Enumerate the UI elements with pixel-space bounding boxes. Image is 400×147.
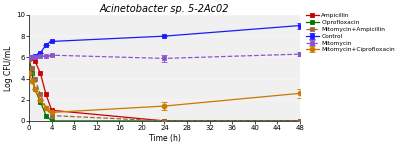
Title: Acinetobacter sp. 5-2Ac02: Acinetobacter sp. 5-2Ac02 xyxy=(100,4,229,14)
Ampicillin xyxy=(38,72,43,74)
Mitomycin+Ampicillin xyxy=(32,78,37,79)
Ampicillin xyxy=(162,120,167,122)
Legend: Ampicillin, Ciprofloxacin, Mitomycin+Ampicillin, Control, Mitomycin, Mitomycin+C: Ampicillin, Ciprofloxacin, Mitomycin+Amp… xyxy=(306,12,396,53)
Mitomycin+Ampicillin xyxy=(30,67,34,69)
Ampicillin xyxy=(30,57,34,59)
Mitomycin+Ampicillin xyxy=(44,107,48,109)
Mitomycin+Ampicillin xyxy=(49,115,54,116)
Ampicillin xyxy=(49,109,54,111)
Mitomycin+Ampicillin xyxy=(298,120,302,122)
Ampicillin xyxy=(298,120,302,122)
Ampicillin xyxy=(27,56,32,58)
Ciprofloxacin xyxy=(298,120,302,122)
Line: Mitomycin+Ampicillin: Mitomycin+Ampicillin xyxy=(27,57,302,123)
X-axis label: Time (h): Time (h) xyxy=(148,134,180,143)
Ciprofloxacin xyxy=(49,120,54,122)
Ciprofloxacin xyxy=(27,56,32,58)
Mitomycin+Ampicillin xyxy=(162,120,167,122)
Mitomycin+Ampicillin xyxy=(38,93,43,95)
Ciprofloxacin xyxy=(30,72,34,74)
Ampicillin xyxy=(32,60,37,61)
Y-axis label: Log CFU/mL: Log CFU/mL xyxy=(4,45,13,91)
Line: Ciprofloxacin: Ciprofloxacin xyxy=(27,55,302,123)
Mitomycin+Ampicillin xyxy=(27,59,32,60)
Ampicillin xyxy=(44,93,48,95)
Ciprofloxacin xyxy=(32,88,37,90)
Line: Ampicillin: Ampicillin xyxy=(27,55,302,123)
Ciprofloxacin xyxy=(162,120,167,122)
Ciprofloxacin xyxy=(44,115,48,116)
Ciprofloxacin xyxy=(38,101,43,103)
